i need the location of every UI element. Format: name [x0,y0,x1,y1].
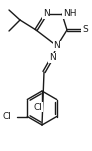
Text: Cl: Cl [34,103,42,111]
Text: S: S [82,26,88,34]
Text: N: N [49,53,55,63]
Text: Cl: Cl [2,112,11,121]
Text: N: N [54,42,60,50]
Text: NH: NH [63,10,77,19]
Text: N: N [43,10,49,19]
